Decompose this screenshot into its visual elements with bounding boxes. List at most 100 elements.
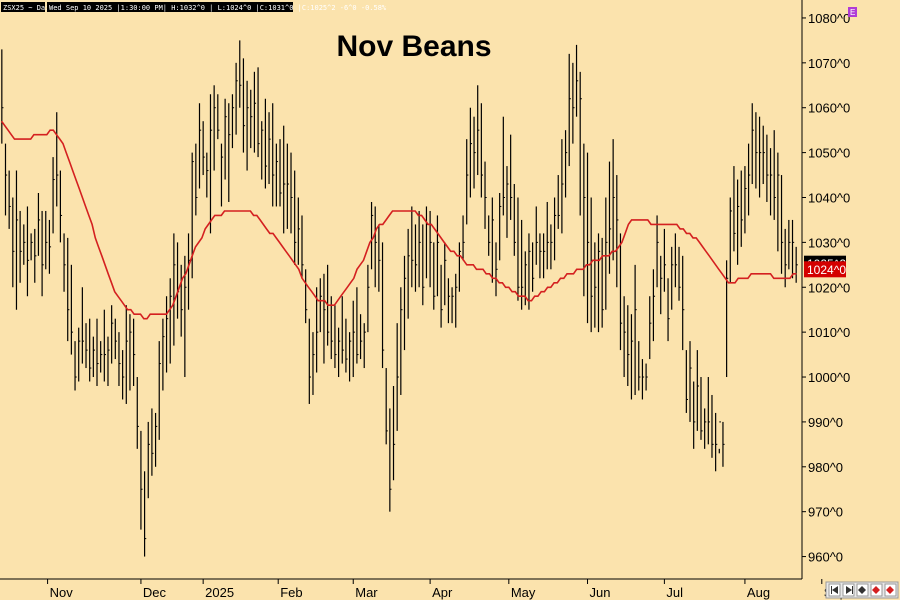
x-tick-label: Dec bbox=[143, 585, 167, 600]
nav-controls[interactable] bbox=[825, 581, 899, 599]
ohlc-bar bbox=[239, 40, 242, 108]
ohlc-bar bbox=[114, 318, 117, 360]
ohlc-bar bbox=[154, 412, 158, 467]
ohlc-bar bbox=[623, 296, 626, 378]
ohlc-bar bbox=[103, 309, 106, 382]
x-tick-label: Mar bbox=[355, 585, 378, 600]
ohlc-bar bbox=[795, 246, 798, 283]
ma-value-box bbox=[804, 261, 846, 278]
ohlc-bar bbox=[19, 210, 22, 283]
symbol-box bbox=[1, 2, 45, 12]
ohlc-bar bbox=[630, 314, 634, 400]
color-icon[interactable] bbox=[884, 583, 897, 597]
ohlc-bar bbox=[253, 71, 257, 153]
ohlc-bar bbox=[517, 197, 520, 301]
ohlc-bar bbox=[550, 224, 553, 270]
ohlc-bar bbox=[378, 224, 381, 292]
skip-back-icon[interactable] bbox=[828, 583, 841, 597]
ohlc-bar bbox=[359, 314, 363, 360]
ohlc-bar bbox=[363, 323, 366, 369]
y-tick-label: 1030^0 bbox=[808, 235, 850, 250]
ohlc-bar bbox=[561, 139, 564, 234]
scroll-icon[interactable] bbox=[870, 583, 883, 597]
ohlc-bar bbox=[433, 242, 436, 310]
ohlc-bar bbox=[484, 161, 487, 229]
ohlc-bar bbox=[235, 62, 238, 135]
ohlc-bar bbox=[312, 332, 315, 395]
ohlc-bar bbox=[63, 233, 66, 292]
ohlc-bar bbox=[4, 143, 8, 216]
ohlc-bar bbox=[279, 139, 282, 207]
ohlc-bar bbox=[671, 246, 674, 310]
ohlc-bar bbox=[407, 228, 410, 319]
y-tick-label: 990^0 bbox=[808, 415, 843, 430]
ohlc-bar bbox=[758, 116, 762, 198]
ohlc-bar bbox=[202, 121, 205, 176]
ohlc-bar bbox=[542, 233, 546, 279]
ohlc-bar bbox=[564, 130, 568, 198]
ohlc-bar bbox=[535, 206, 538, 265]
ohlc-bar bbox=[392, 386, 396, 481]
ohlc-bar bbox=[52, 157, 55, 234]
ohlc-bar bbox=[45, 210, 48, 270]
ohlc-bar bbox=[396, 323, 399, 431]
ohlc-bar bbox=[689, 341, 692, 422]
ohlc-bar bbox=[414, 224, 418, 292]
ohlc-bar bbox=[341, 296, 344, 364]
ohlc-bar bbox=[323, 273, 326, 364]
symbol-label: ZSX25 ~ Daily bbox=[3, 4, 58, 12]
ohlc-bar bbox=[656, 215, 659, 288]
ohlc-bar bbox=[100, 341, 103, 373]
ohlc-bar bbox=[67, 237, 70, 342]
ohlc-bar bbox=[136, 377, 139, 449]
zoom-icon[interactable] bbox=[856, 583, 869, 597]
ohlc-bar bbox=[297, 197, 300, 265]
ohlc-bar bbox=[769, 148, 773, 216]
corner-icon[interactable]: E bbox=[848, 7, 857, 17]
ohlc-bar bbox=[583, 143, 586, 297]
ohlc-bar bbox=[12, 197, 15, 288]
ohlc-bar bbox=[319, 278, 322, 333]
corner-icon-box[interactable] bbox=[848, 7, 857, 17]
ohlc-bar bbox=[206, 152, 209, 198]
ohlc-bar bbox=[198, 103, 202, 189]
ohlc-bar bbox=[693, 381, 696, 449]
ohlc-bar bbox=[133, 318, 136, 386]
price-bars bbox=[1, 40, 798, 557]
ohlc-bar bbox=[634, 264, 637, 395]
ohlc-bar bbox=[330, 296, 333, 360]
ohlc-bar bbox=[81, 287, 85, 364]
ohlc-bar bbox=[788, 219, 791, 270]
y-tick-label: 1050^0 bbox=[808, 146, 850, 161]
ohlc-bar bbox=[129, 314, 132, 391]
ohlc-bar bbox=[30, 233, 33, 261]
ohlc-bar bbox=[180, 264, 183, 337]
ohlc-bar bbox=[568, 53, 571, 167]
ohlc-bar bbox=[316, 287, 319, 373]
ohlc-info-label: Wed Sep 10 2025 |1:30:00 PM| H:1032^0 | … bbox=[49, 4, 387, 12]
y-tick-label: 1040^0 bbox=[808, 190, 850, 205]
ohlc-bar bbox=[96, 318, 99, 386]
ohlc-bar bbox=[740, 170, 743, 247]
ohlc-bar bbox=[389, 408, 392, 512]
y-tick-label: 1080^0 bbox=[808, 11, 850, 26]
ohlc-bar bbox=[546, 201, 549, 270]
ohlc-bar bbox=[213, 85, 216, 171]
ohlc-bar bbox=[308, 318, 311, 404]
ohlc-bar bbox=[601, 237, 604, 328]
ohlc-bar bbox=[122, 350, 125, 400]
x-tick-label: Nov bbox=[50, 585, 74, 600]
y-tick-label: 960^0 bbox=[808, 550, 843, 565]
ohlc-bar bbox=[356, 287, 359, 364]
ohlc-bar bbox=[275, 143, 279, 207]
ohlc-bar bbox=[755, 112, 758, 189]
ohlc-bar bbox=[667, 278, 670, 342]
ohlc-bar bbox=[594, 242, 597, 328]
ohlc-bar bbox=[480, 103, 484, 198]
ohlc-bar bbox=[645, 363, 648, 391]
skip-forward-icon[interactable] bbox=[842, 583, 855, 597]
x-tick-label: Jul bbox=[666, 585, 683, 600]
ohlc-bar bbox=[231, 94, 235, 149]
ohlc-bar bbox=[158, 341, 161, 440]
